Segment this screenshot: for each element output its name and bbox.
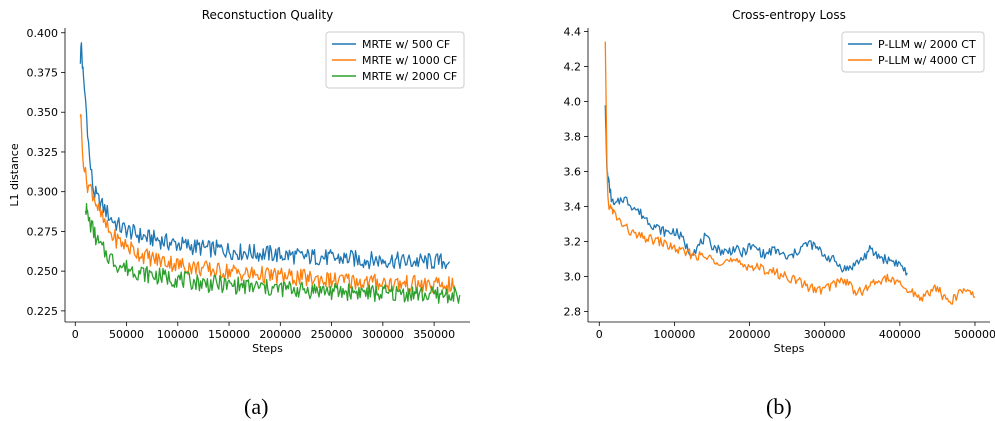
chart-reconstruction-quality: Reconstuction Quality 0 50000 100000 150000 2… [8,8,470,355]
series-line-2 [79,113,456,294]
x-tick-label: 50000 [109,328,144,341]
y-tick-label: 3.2 [564,236,582,249]
y-tick-label: 0.325 [27,146,59,159]
y-tick-label: 0.375 [27,66,59,79]
legend-label-3: MRTE w/ 2000 CF [362,70,457,83]
legend-label-2: P-LLM w/ 4000 CT [878,54,976,67]
y-tick-label: 3.4 [564,201,582,214]
y-tick-label: 4.2 [564,61,582,74]
chart-title: Reconstuction Quality [202,8,334,22]
x-tick-label: 400000 [879,328,921,341]
y-axis-label: L1 distance [8,143,21,206]
y-tick-label: 4.4 [564,26,582,39]
x-tick-label: 100000 [157,328,199,341]
x-tick-label: 0 [72,328,79,341]
series-line-1 [79,42,451,270]
x-tick-label: 150000 [208,328,250,341]
y-tick-label: 0.400 [27,27,59,40]
y-tick-label: 0.300 [27,186,59,199]
y-tick-label: 3.6 [564,166,582,179]
x-axis-label: Steps [774,342,805,355]
series-line-3 [84,203,461,304]
x-tick-label: 0 [596,328,603,341]
x-tick-label: 350000 [413,328,455,341]
y-tick-label: 0.250 [27,265,59,278]
legend-label-1: MRTE w/ 500 CF [362,38,450,51]
x-tick-label: 250000 [311,328,353,341]
legend: P-LLM w/ 2000 CT P-LLM w/ 4000 CT [841,31,985,73]
y-tick-label: 3.0 [564,271,582,284]
y-tick-label: 3.8 [564,131,582,144]
y-tick-label: 0.350 [27,106,59,119]
y-tick-label: 0.225 [27,305,59,318]
x-tick-label: 100000 [653,328,695,341]
legend-frame [841,31,985,73]
series-line-1 [604,105,908,276]
y-tick-label: 4.0 [564,96,582,109]
x-tick-label: 200000 [259,328,301,341]
legend-frame [325,31,465,89]
x-tick-label: 300000 [804,328,846,341]
y-tick-label: 0.275 [27,225,59,238]
x-tick-label: 300000 [362,328,404,341]
legend-label-1: P-LLM w/ 2000 CT [878,38,976,51]
legend: MRTE w/ 500 CF MRTE w/ 1000 CF MRTE w/ 200… [325,31,465,89]
legend-label-2: MRTE w/ 1000 CF [362,54,457,67]
chart-cross-entropy-loss: Cross-entropy Loss 0 100000 200000 300000 400… [564,8,995,355]
y-tick-label: 2.8 [564,306,582,319]
x-tick-label: 500000 [954,328,995,341]
caption-a: (a) [244,394,269,419]
series-line-2 [604,41,976,305]
x-axis-label: Steps [252,342,283,355]
caption-b: (b) [766,394,792,419]
chart-title: Cross-entropy Loss [732,8,846,22]
x-tick-label: 200000 [729,328,771,341]
